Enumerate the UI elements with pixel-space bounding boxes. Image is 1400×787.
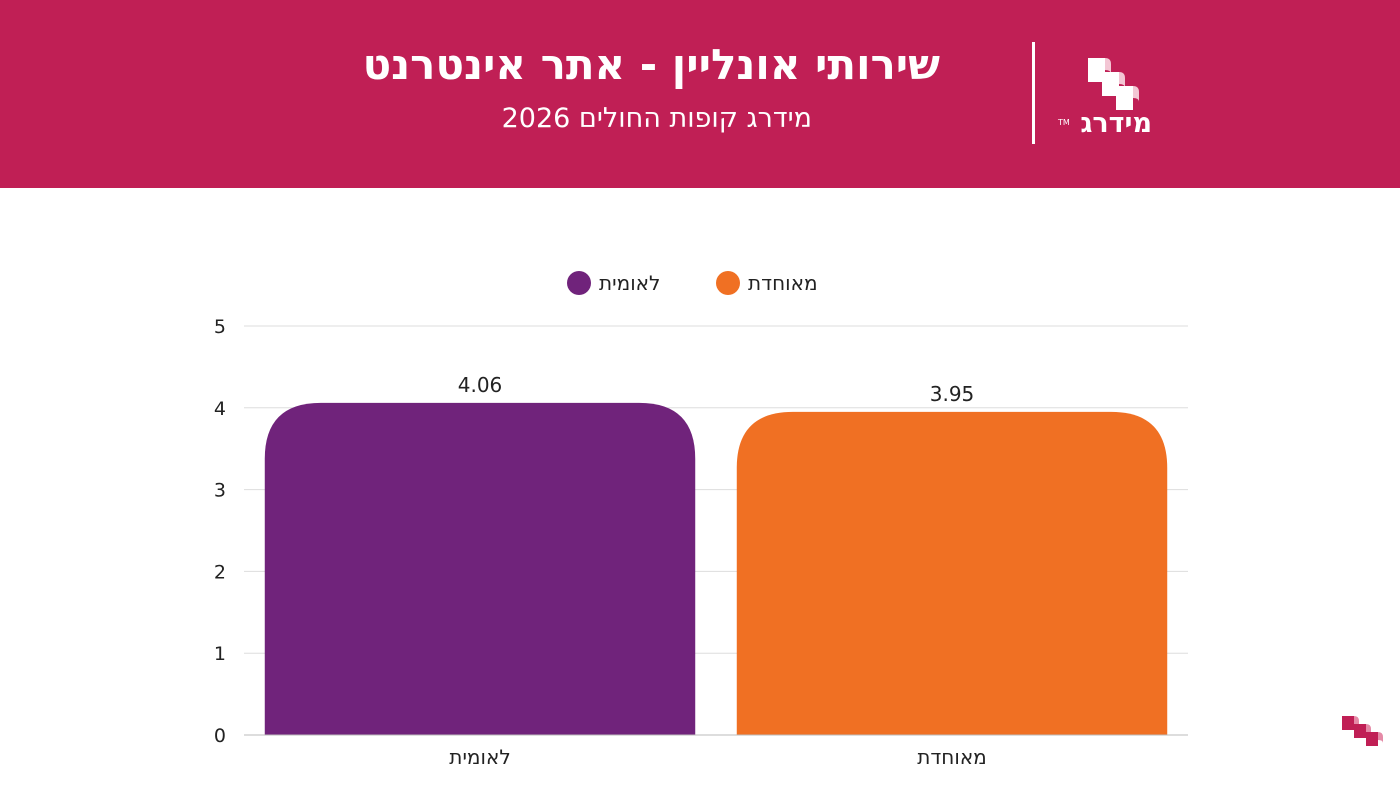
y-tick-label: 4 [214,398,226,420]
bar [736,411,1168,735]
legend-marker [567,271,591,295]
data-label: 4.06 [458,373,503,397]
header-divider [1032,42,1035,144]
logo-icon [1088,58,1139,110]
x-tick-label: מאוחדת [917,745,987,769]
y-tick-label: 1 [214,643,226,665]
page-title: שירותי אונליין - אתר אינטרנט [362,40,940,89]
data-label: 3.95 [930,382,975,406]
legend-marker [716,271,740,295]
page-subtitle: מידרג קופות החולים 2026 [501,103,812,134]
legend-label: מאוחדת [748,271,818,295]
y-tick-label: 0 [214,725,226,747]
y-tick-label: 3 [214,480,226,502]
logo-trademark: TM [1058,118,1070,127]
bar-chart: 0 1 2 3 4 5 4.06 לאומית 3.95 מאוחדת מאוחדת לאומית [214,271,1188,769]
bar [264,402,696,735]
header-banner: שירותי אונליין - אתר אינטרנט מידרג קופות… [0,0,1400,188]
logo-text: מידרג [1080,108,1152,139]
y-tick-label: 5 [214,316,226,338]
corner-logo-icon [1342,716,1383,746]
legend-label: לאומית [599,271,660,295]
y-tick-label: 2 [214,561,226,583]
x-tick-label: לאומית [449,745,510,769]
